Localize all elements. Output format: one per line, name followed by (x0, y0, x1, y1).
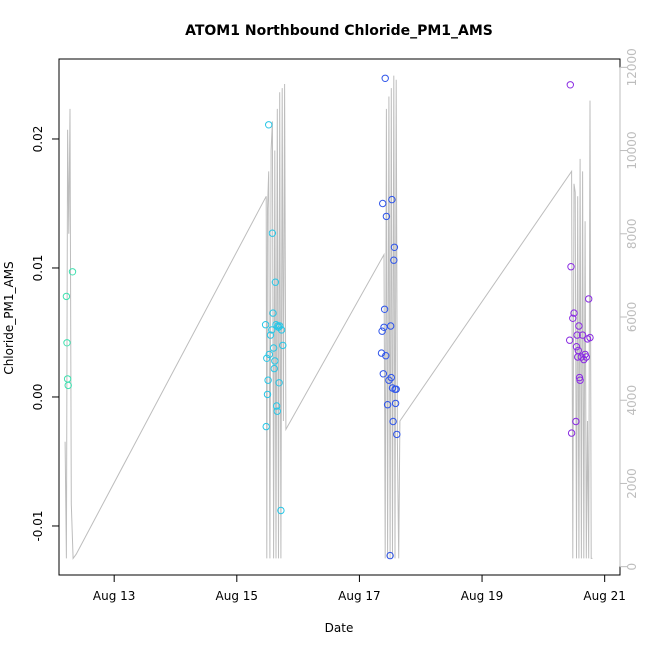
data-point (273, 402, 281, 410)
data-point (390, 243, 399, 252)
data-point (271, 357, 279, 365)
x-tick-label: Aug 19 (461, 589, 504, 603)
data-point (62, 292, 71, 301)
data-point (263, 354, 271, 362)
data-point (388, 195, 396, 204)
x-axis-label: Date (325, 621, 354, 635)
data-point (582, 353, 590, 361)
y2-tick-label: 4000 (625, 385, 639, 416)
data-point (272, 321, 280, 329)
data-point (269, 344, 278, 352)
y-tick-label: 0.02 (31, 126, 45, 153)
y2-tick-label: 8000 (625, 219, 639, 250)
data-point (64, 381, 72, 390)
data-point (277, 326, 286, 334)
data-point (383, 401, 392, 409)
data-point (68, 268, 77, 276)
data-point (385, 376, 393, 384)
data-point (382, 212, 391, 221)
data-point (63, 375, 72, 383)
data-point (586, 333, 594, 342)
data-point (276, 322, 284, 330)
data-point (572, 343, 581, 351)
data-point (387, 373, 395, 382)
chart-title: ATOM1 Northbound Chloride_PM1_AMS (185, 23, 493, 39)
x-tick-label: Aug 13 (93, 589, 136, 603)
data-point (268, 229, 277, 237)
y2-tick-label: 10000 (625, 131, 639, 169)
data-point (382, 352, 390, 360)
data-point (585, 295, 593, 303)
y-axis-label: Chloride_PM1_AMS (2, 261, 16, 374)
data-point (566, 336, 574, 344)
data-point (574, 346, 582, 355)
data-point (264, 376, 272, 384)
altitude-line-layer (64, 75, 593, 560)
x-tick-label: Aug 21 (583, 589, 626, 603)
data-point (569, 314, 577, 322)
data-point (269, 309, 277, 317)
y2-tick-label: 12000 (625, 48, 639, 86)
data-point (567, 263, 575, 271)
axes-layer: Aug 13 Aug 15 Aug 17 Aug 19 Aug 21 -0.01 0.00 0… (31, 48, 639, 603)
data-point (63, 339, 71, 347)
y2-tick-label: 2000 (625, 468, 639, 499)
data-point (261, 321, 270, 329)
data-point (391, 399, 400, 408)
data-point (575, 322, 583, 330)
data-point (389, 417, 397, 426)
x-tick-label: Aug 15 (216, 589, 259, 603)
data-point (271, 278, 280, 286)
data-point (277, 506, 285, 515)
data-point (567, 429, 576, 437)
altitude-series-line (64, 75, 593, 560)
points-layer (62, 74, 594, 560)
data-point (393, 430, 401, 439)
data-point (580, 355, 588, 364)
data-point (573, 331, 581, 339)
plot-frame (58, 58, 621, 576)
data-point (577, 353, 586, 361)
data-point (578, 331, 587, 339)
data-point (263, 390, 272, 399)
data-point (275, 379, 283, 387)
data-point (381, 74, 389, 83)
data-point (262, 422, 270, 431)
data-point (390, 256, 398, 264)
data-point (268, 326, 276, 334)
data-point (265, 121, 273, 129)
data-point (570, 309, 578, 317)
data-point (279, 341, 287, 350)
y2-tick-label: 0 (625, 563, 639, 571)
data-point (566, 81, 574, 89)
data-point (266, 331, 275, 339)
data-point (380, 323, 388, 331)
data-point (387, 322, 395, 330)
data-point (379, 199, 387, 208)
data-point (270, 364, 278, 373)
y-tick-label: 0.01 (31, 255, 45, 282)
data-point (378, 327, 386, 335)
x-tick-label: Aug 17 (338, 589, 381, 603)
data-point (572, 417, 580, 426)
data-point (265, 350, 273, 359)
data-point (392, 385, 400, 393)
data-point (273, 407, 281, 415)
data-point (379, 370, 387, 378)
data-point (380, 305, 389, 313)
data-point (386, 551, 394, 560)
y-tick-label: 0.00 (31, 384, 45, 411)
y2-tick-label: 6000 (625, 302, 639, 333)
data-point (576, 376, 584, 384)
y-tick-label: -0.01 (31, 510, 45, 541)
